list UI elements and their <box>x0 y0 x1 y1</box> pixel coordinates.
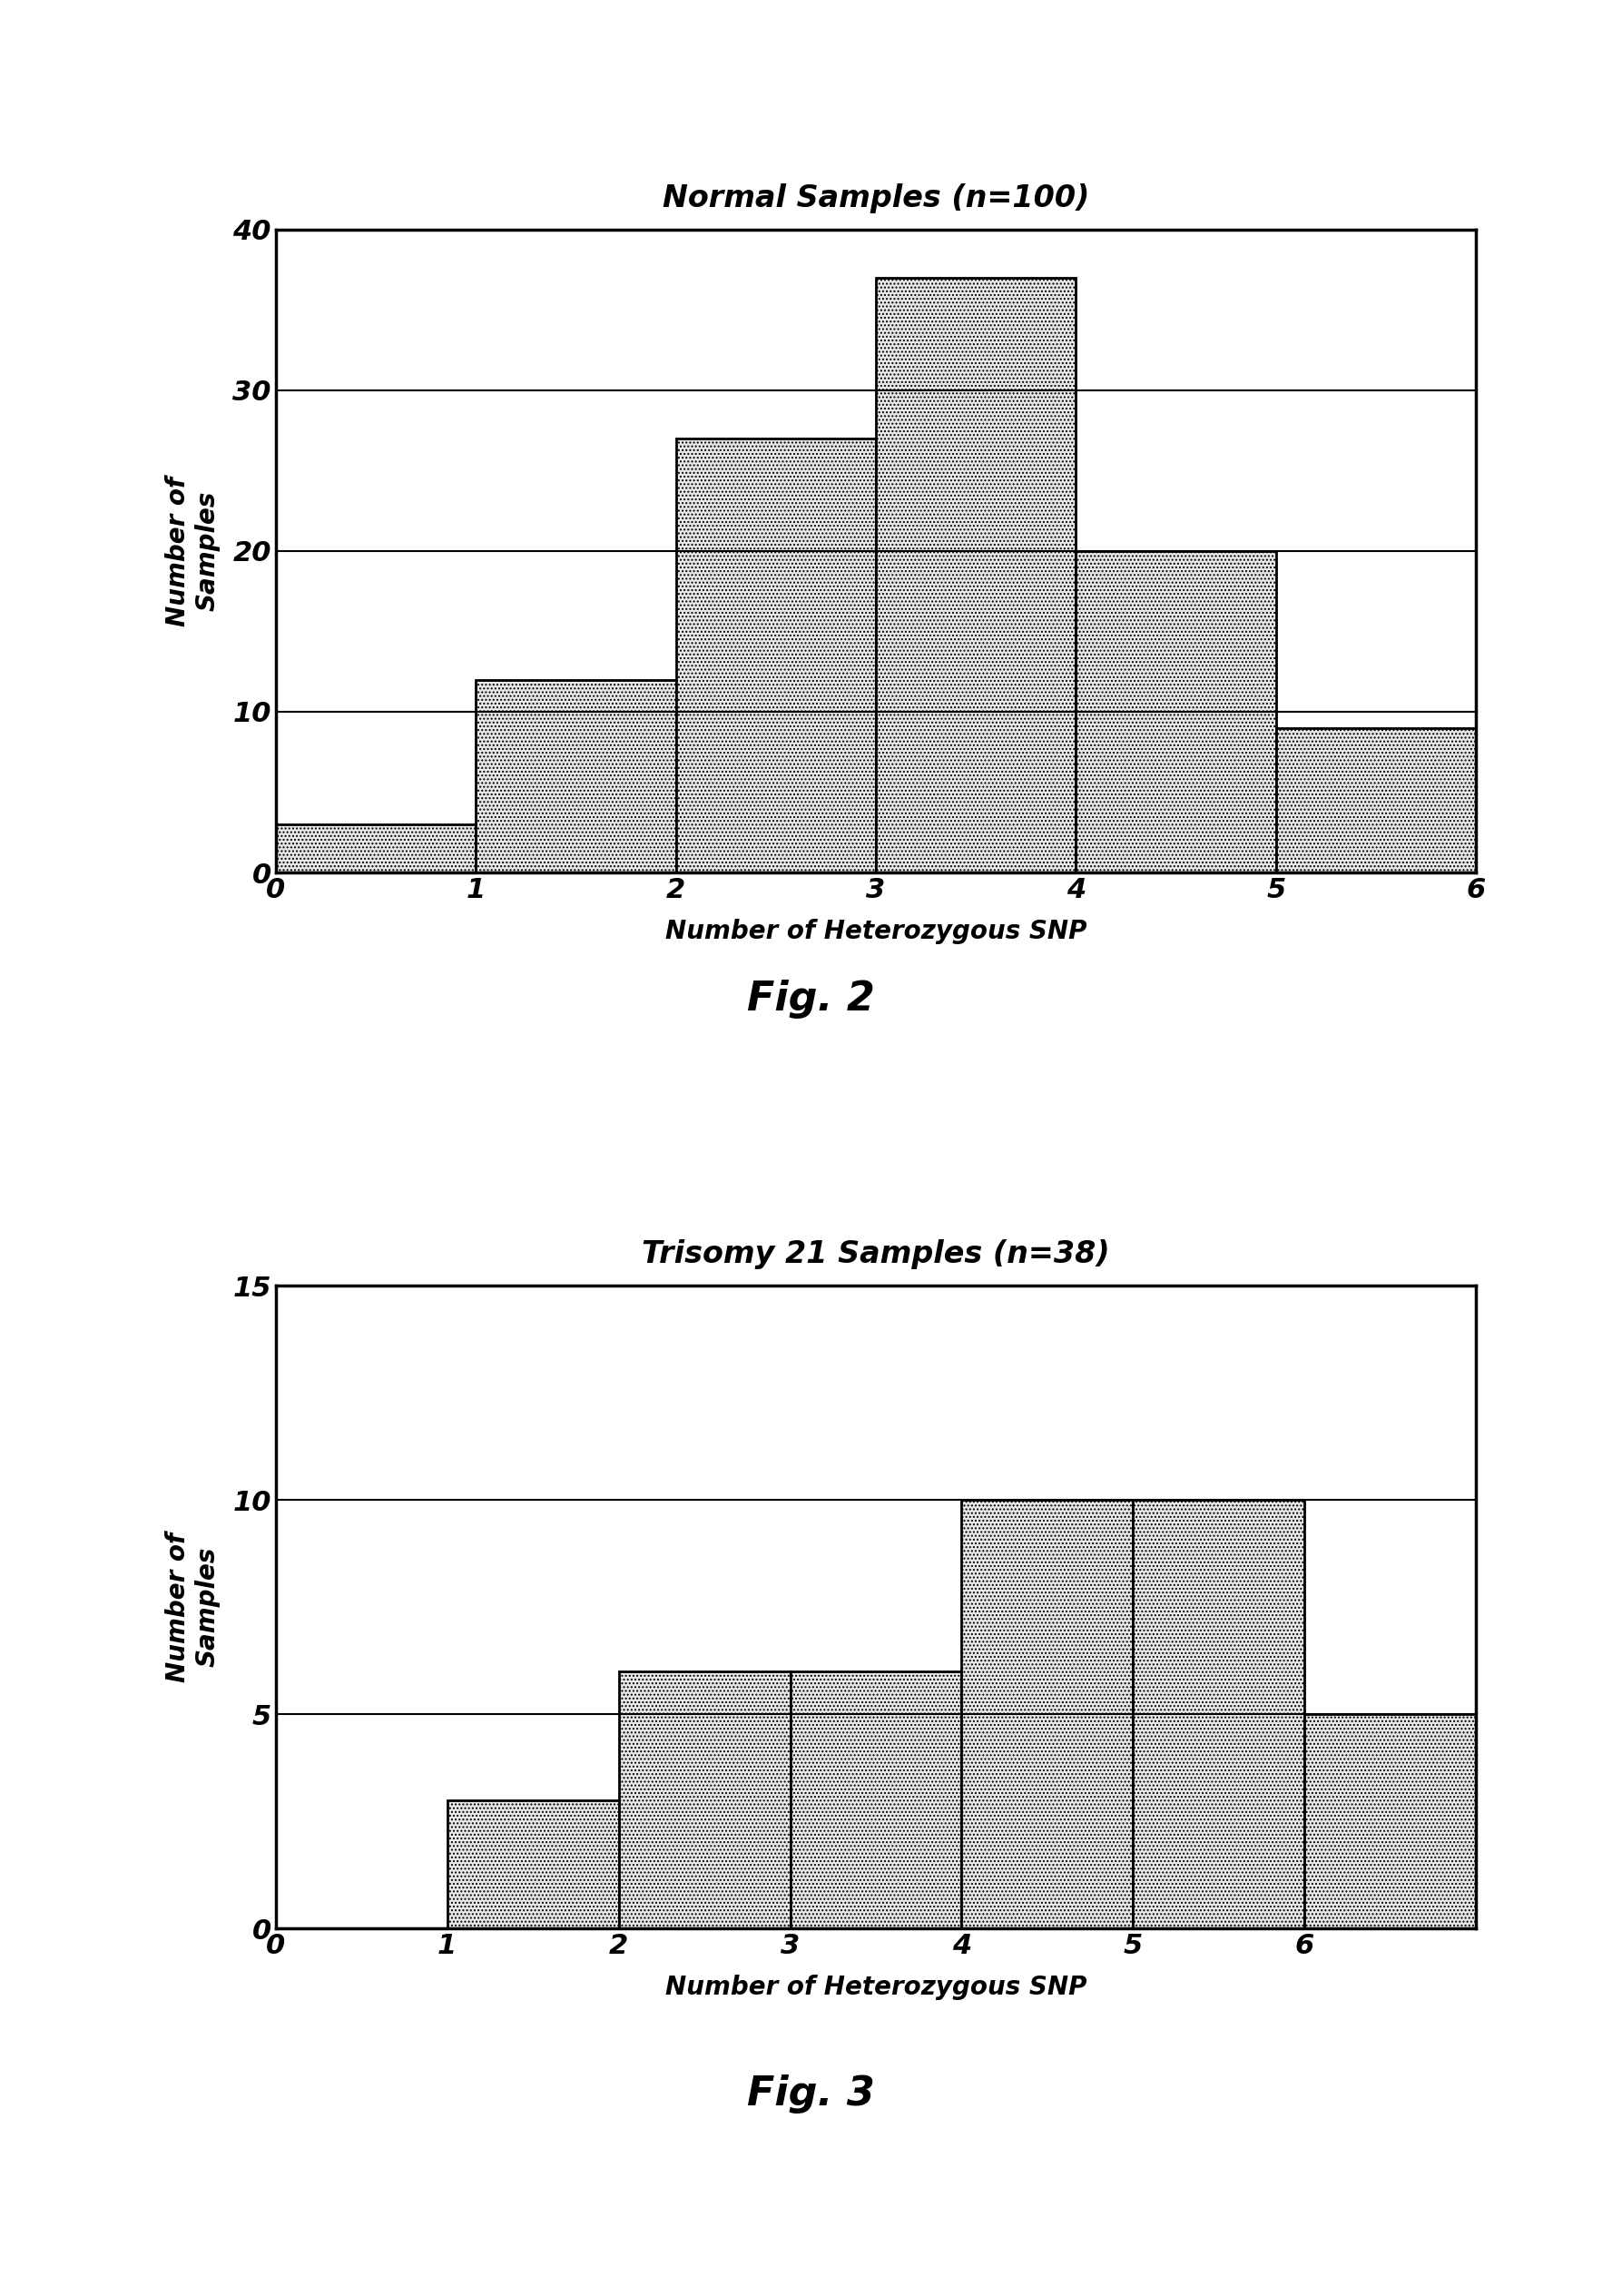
Y-axis label: Number of
Samples: Number of Samples <box>165 1531 221 1683</box>
Bar <box>475 680 676 872</box>
Bar <box>276 824 475 872</box>
Title: Trisomy 21 Samples (n=38): Trisomy 21 Samples (n=38) <box>642 1240 1109 1270</box>
Bar <box>1075 551 1277 872</box>
Bar <box>618 1671 790 1929</box>
X-axis label: Number of Heterozygous SNP: Number of Heterozygous SNP <box>665 918 1087 944</box>
Bar <box>1304 1715 1476 1929</box>
Text: Fig. 3: Fig. 3 <box>748 2073 874 2115</box>
Bar <box>676 439 876 872</box>
Bar <box>876 278 1075 872</box>
Bar <box>1277 728 1476 872</box>
Bar <box>790 1671 962 1929</box>
Bar <box>962 1499 1134 1929</box>
X-axis label: Number of Heterozygous SNP: Number of Heterozygous SNP <box>665 1975 1087 2000</box>
Y-axis label: Number of
Samples: Number of Samples <box>165 475 221 627</box>
Title: Normal Samples (n=100): Normal Samples (n=100) <box>662 184 1090 214</box>
Text: Fig. 2: Fig. 2 <box>748 978 874 1019</box>
Bar <box>1134 1499 1304 1929</box>
Bar <box>448 1800 618 1929</box>
